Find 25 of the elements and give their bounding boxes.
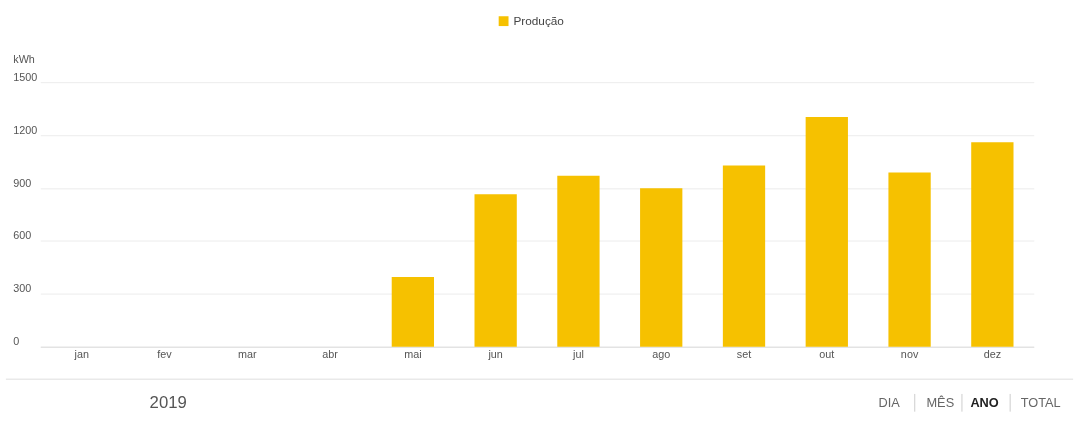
- y-tick-label: 1500: [13, 70, 38, 83]
- x-tick-label: dez: [983, 348, 1002, 361]
- x-tick-label: fev: [157, 348, 173, 361]
- x-tick-label: set: [736, 348, 752, 361]
- text: TOTAL: [1020, 394, 1061, 410]
- x-tick-label: mai: [404, 348, 422, 361]
- y-tick-label: 1200: [13, 123, 38, 136]
- y-tick-label: 600: [13, 229, 32, 242]
- text: 2019: [149, 392, 187, 412]
- x-tick-label: jul: [572, 348, 584, 361]
- y-tick-label: 900: [13, 176, 32, 189]
- text: MÊS: [926, 394, 955, 410]
- x-tick-label: mar: [237, 348, 257, 361]
- x-tick-label: jan: [73, 348, 89, 361]
- x-tick-label: ago: [652, 348, 671, 361]
- y-axis-title: kWh: [13, 52, 35, 65]
- y-tick-label: 0: [13, 335, 20, 348]
- text: ANO: [970, 394, 999, 410]
- x-tick-label: out: [819, 348, 835, 361]
- y-tick-label: 300: [13, 282, 32, 295]
- x-tick-label: abr: [322, 348, 339, 361]
- x-tick-label: jun: [487, 348, 503, 361]
- legend-label: Produção: [513, 14, 565, 29]
- text: DIA: [878, 394, 901, 410]
- x-tick-label: nov: [900, 348, 919, 361]
